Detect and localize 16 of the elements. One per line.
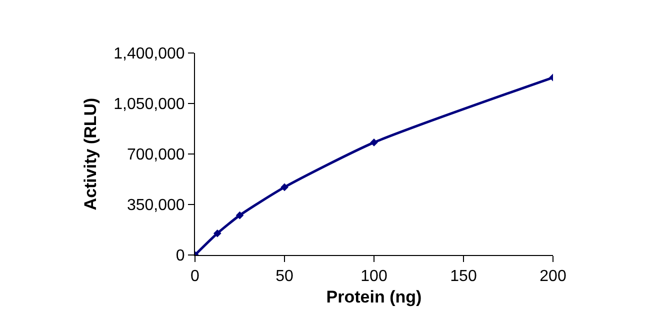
x-tick-label: 100 [360,268,388,286]
point [213,229,222,238]
x-axis-title: Protein (ng) [326,288,422,307]
x-tick-label: 200 [540,268,566,286]
y-tick-label: 0 [176,248,185,265]
point [236,211,244,220]
point [280,183,288,192]
x-tick-label: 150 [450,268,477,286]
x-tick-label: 0 [190,268,200,286]
y-tick-label: 700,000 [126,146,185,164]
y-axis-title: Activity (RLU) [81,98,100,210]
y-tick-label: 350,000 [126,197,185,214]
y-tick-label: 1,400,000 [114,46,185,63]
y-tick-label: 1,050,000 [114,96,185,114]
point [370,138,378,146]
x-tick-label: 50 [276,268,294,286]
